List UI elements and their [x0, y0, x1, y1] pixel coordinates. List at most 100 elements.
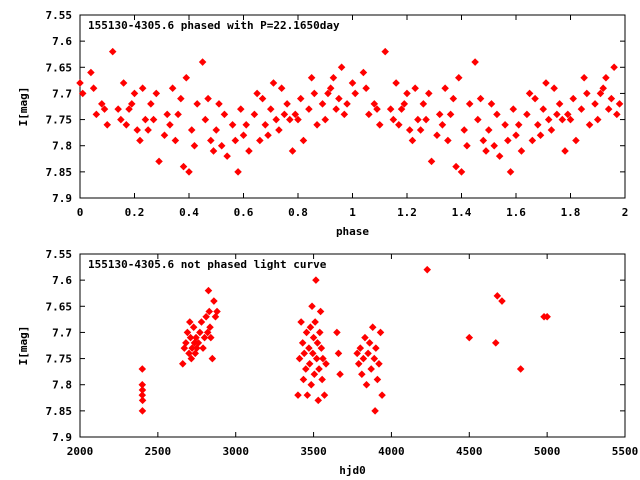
data-point: [308, 302, 316, 311]
data-point: [264, 131, 272, 140]
data-point: [209, 147, 218, 155]
data-point: [484, 126, 493, 134]
y-tick-label: 7.9: [52, 192, 72, 205]
y-tick-label: 7.55: [46, 9, 73, 22]
y-tick-label: 7.6: [52, 35, 72, 48]
data-point: [174, 110, 182, 119]
data-point: [348, 79, 357, 87]
phased-plot: 0 0.2 0.4 0.6 0.8 1 1.2 1.4 1.6 1.8 2 7.55 7.6 7.65 7.…: [17, 9, 628, 238]
data-point: [367, 365, 375, 373]
data-point: [416, 126, 425, 134]
x-tick-label: 0.2: [125, 206, 145, 219]
data-point: [92, 110, 101, 119]
data-point: [446, 110, 455, 119]
data-point: [444, 136, 452, 145]
y-tick-label: 7.7: [52, 87, 72, 100]
data-point: [354, 360, 363, 368]
data-point: [373, 105, 381, 113]
data-point: [245, 147, 253, 155]
data-point: [389, 115, 398, 124]
y-tick-label: 7.8: [52, 140, 72, 153]
data-point: [133, 126, 141, 134]
data-point: [286, 115, 294, 124]
data-point: [457, 168, 466, 176]
data-point: [438, 121, 447, 129]
y-tick-label: 7.7: [52, 326, 72, 339]
data-point: [558, 115, 567, 124]
data-point: [215, 100, 223, 108]
data-point: [138, 396, 147, 405]
x-tick-label: 4000: [378, 445, 405, 458]
data-point: [299, 375, 308, 384]
data-point: [193, 100, 201, 108]
data-point: [277, 84, 286, 92]
data-point: [572, 136, 580, 145]
data-point: [280, 110, 289, 119]
data-point: [602, 73, 610, 82]
data-point: [544, 115, 553, 124]
data-point: [539, 105, 548, 113]
data-point: [253, 89, 261, 98]
data-point: [449, 94, 458, 103]
data-point: [580, 73, 588, 82]
data-point: [128, 100, 136, 108]
data-point: [203, 328, 212, 337]
data-point: [613, 110, 621, 119]
data-point: [491, 339, 500, 347]
data-point: [190, 141, 199, 150]
data-point: [183, 328, 192, 337]
data-point: [465, 333, 474, 342]
data-point: [196, 328, 204, 337]
data-point: [585, 121, 594, 129]
data-point: [117, 115, 125, 124]
data-point: [302, 328, 311, 337]
data-point: [593, 115, 602, 124]
data-point: [138, 407, 147, 415]
data-point: [317, 344, 326, 352]
data-point: [300, 349, 308, 358]
data-point: [514, 121, 523, 129]
data-point: [294, 115, 302, 124]
data-point: [359, 354, 368, 363]
data-point: [305, 360, 314, 368]
y-tick-label: 7.65: [46, 61, 73, 74]
data-point: [250, 110, 259, 119]
data-point: [237, 105, 245, 113]
data-point: [207, 136, 215, 145]
data-point: [419, 100, 428, 108]
data-point: [427, 157, 436, 166]
data-point: [312, 354, 321, 363]
data-point: [536, 131, 545, 140]
data-point: [463, 141, 471, 150]
data-point: [152, 89, 161, 98]
data-point: [220, 110, 229, 119]
data-point: [343, 100, 351, 108]
data-point: [316, 307, 325, 316]
data-point: [266, 105, 275, 113]
data-point: [599, 84, 607, 92]
data-point: [336, 370, 344, 379]
data-point: [231, 136, 240, 145]
y-tick-label: 7.6: [52, 274, 72, 287]
data-point: [564, 110, 572, 119]
data-point: [295, 354, 304, 363]
data-point: [192, 333, 200, 342]
y-axis-label: I[mag]: [17, 87, 30, 127]
data-point: [596, 89, 605, 98]
data-point: [411, 84, 419, 92]
data-point: [275, 126, 283, 134]
data-point: [180, 344, 189, 352]
data-point: [160, 131, 169, 140]
data-point: [272, 115, 280, 124]
data-point: [365, 339, 374, 347]
data-point: [205, 307, 214, 316]
data-point: [414, 115, 422, 124]
data-point: [189, 323, 198, 331]
data-point: [504, 136, 512, 145]
data-point: [239, 131, 248, 140]
data-point: [269, 79, 278, 87]
data-point: [555, 100, 564, 108]
data-point: [479, 136, 488, 145]
data-point: [163, 110, 171, 119]
data-point: [329, 73, 338, 82]
